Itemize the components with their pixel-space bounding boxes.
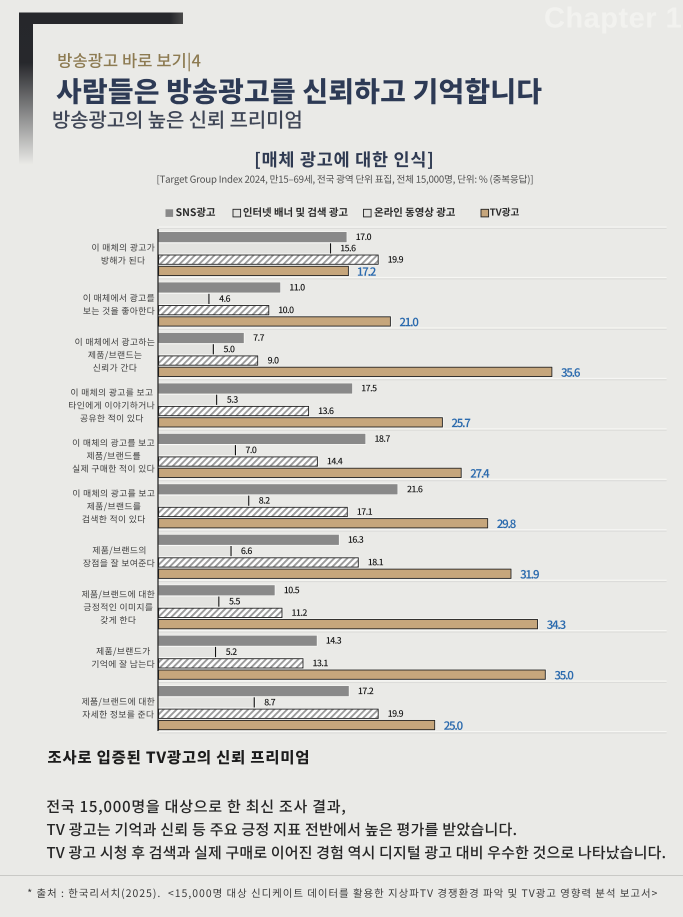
- svg-text:Chapter 1: Chapter 1: [544, 3, 682, 35]
